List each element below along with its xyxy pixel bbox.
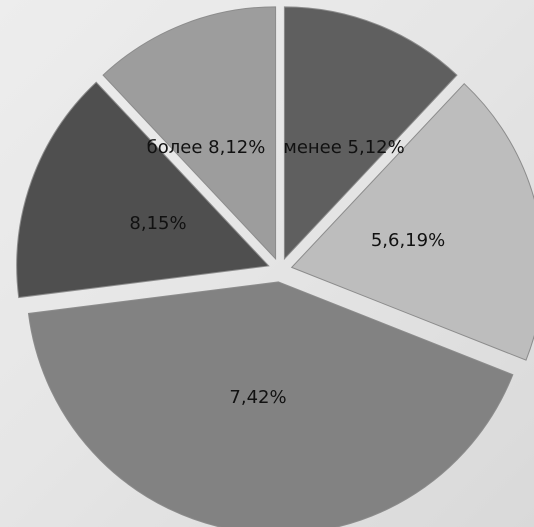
- pie-slice-label-1: менее 5,12%: [283, 137, 404, 158]
- pie-slices: [16, 6, 534, 527]
- pie-slice-label-3: 7,42%: [229, 387, 286, 408]
- pie-slice-1: [283, 6, 458, 261]
- pie-slice-2: [290, 82, 534, 361]
- pie-slice-4: [16, 81, 270, 299]
- pie-labels: менее 5,12% 5,6,19% 7,42% 8,15% более 8,12%: [129, 137, 445, 408]
- pie-slice-3: [27, 281, 514, 527]
- pie-slice-label-2: 5,6,19%: [371, 230, 445, 251]
- pie-slice-label-5: более 8,12%: [147, 137, 266, 158]
- pie-slice-label-4: 8,15%: [129, 213, 186, 234]
- pie-slice-5: [102, 6, 277, 261]
